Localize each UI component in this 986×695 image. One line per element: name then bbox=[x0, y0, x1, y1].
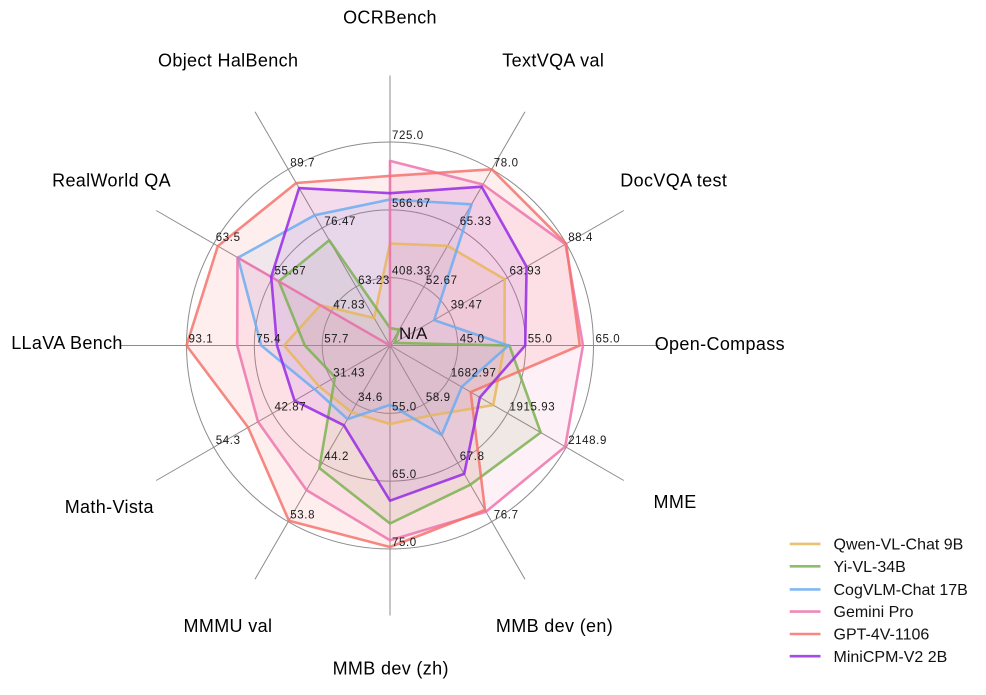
svg-text:GPT-4V-1106: GPT-4V-1106 bbox=[834, 627, 930, 644]
svg-text:63.5: 63.5 bbox=[216, 232, 241, 244]
svg-text:Math-Vista: Math-Vista bbox=[65, 497, 155, 517]
svg-text:DocVQA test: DocVQA test bbox=[620, 170, 727, 190]
svg-text:TextVQA val: TextVQA val bbox=[502, 51, 604, 71]
svg-text:CogVLM-Chat 17B: CogVLM-Chat 17B bbox=[834, 582, 968, 599]
svg-text:88.4: 88.4 bbox=[568, 232, 593, 244]
svg-text:Gemini Pro: Gemini Pro bbox=[834, 604, 914, 621]
svg-text:Yi-VL-34B: Yi-VL-34B bbox=[834, 559, 906, 576]
svg-text:65.0: 65.0 bbox=[392, 469, 417, 481]
svg-text:OCRBench: OCRBench bbox=[343, 7, 437, 27]
svg-text:57.7: 57.7 bbox=[324, 334, 349, 346]
svg-text:55.0: 55.0 bbox=[392, 401, 417, 413]
svg-text:MME: MME bbox=[654, 492, 697, 512]
svg-text:63.23: 63.23 bbox=[358, 275, 390, 287]
svg-text:42.87: 42.87 bbox=[275, 401, 307, 413]
svg-text:566.67: 566.67 bbox=[392, 198, 431, 210]
svg-text:55.0: 55.0 bbox=[528, 334, 553, 346]
svg-text:54.3: 54.3 bbox=[216, 435, 241, 447]
svg-text:1682.97: 1682.97 bbox=[451, 367, 497, 379]
svg-text:2148.9: 2148.9 bbox=[568, 435, 607, 447]
svg-text:34.6: 34.6 bbox=[358, 392, 383, 404]
svg-text:75.0: 75.0 bbox=[392, 537, 417, 549]
svg-text:N/A: N/A bbox=[399, 324, 428, 343]
svg-text:RealWorld QA: RealWorld QA bbox=[52, 170, 171, 190]
svg-text:76.7: 76.7 bbox=[494, 510, 519, 522]
svg-text:408.33: 408.33 bbox=[392, 266, 431, 278]
svg-text:65.33: 65.33 bbox=[460, 216, 492, 228]
svg-text:39.47: 39.47 bbox=[451, 300, 483, 312]
svg-text:31.43: 31.43 bbox=[333, 367, 365, 379]
svg-text:93.1: 93.1 bbox=[189, 334, 214, 346]
svg-text:52.67: 52.67 bbox=[426, 275, 458, 287]
svg-text:MiniCPM-V2 2B: MiniCPM-V2 2B bbox=[834, 649, 948, 666]
svg-text:1915.93: 1915.93 bbox=[510, 401, 556, 413]
svg-text:MMB dev (zh): MMB dev (zh) bbox=[333, 658, 449, 678]
svg-text:89.7: 89.7 bbox=[290, 157, 315, 169]
svg-text:725.0: 725.0 bbox=[392, 130, 424, 142]
svg-text:75.4: 75.4 bbox=[256, 334, 281, 346]
svg-text:MMMU val: MMMU val bbox=[184, 616, 273, 636]
svg-text:55.67: 55.67 bbox=[275, 266, 307, 278]
svg-text:65.0: 65.0 bbox=[596, 334, 621, 346]
svg-text:63.93: 63.93 bbox=[510, 266, 542, 278]
svg-text:58.9: 58.9 bbox=[426, 392, 451, 404]
svg-text:47.83: 47.83 bbox=[333, 300, 365, 312]
svg-text:76.47: 76.47 bbox=[324, 216, 356, 228]
svg-text:45.0: 45.0 bbox=[460, 334, 485, 346]
svg-text:LLaVA Bench: LLaVA Bench bbox=[11, 333, 123, 353]
svg-text:Object HalBench: Object HalBench bbox=[158, 51, 298, 71]
svg-text:67.8: 67.8 bbox=[460, 451, 485, 463]
svg-text:53.8: 53.8 bbox=[290, 510, 315, 522]
svg-text:MMB dev (en): MMB dev (en) bbox=[496, 616, 613, 636]
svg-text:Open-Compass: Open-Compass bbox=[655, 334, 785, 354]
svg-text:78.0: 78.0 bbox=[494, 157, 519, 169]
svg-text:44.2: 44.2 bbox=[324, 451, 349, 463]
svg-text:Qwen-VL-Chat 9B: Qwen-VL-Chat 9B bbox=[834, 537, 964, 554]
